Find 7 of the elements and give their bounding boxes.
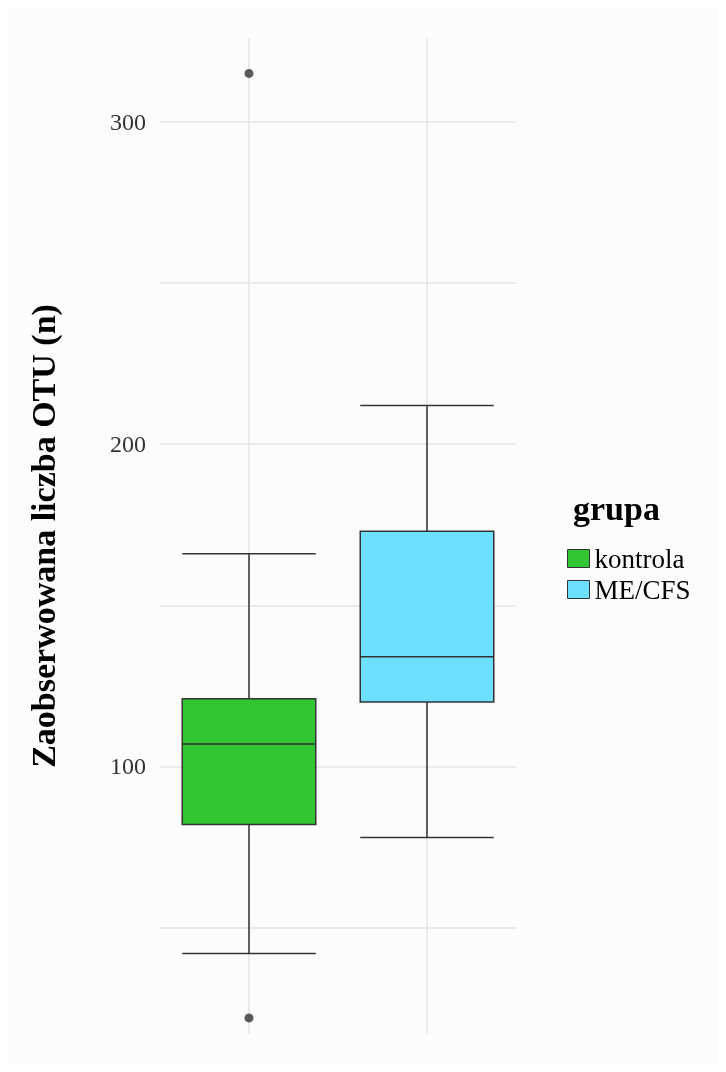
legend-label: ME/CFS: [594, 574, 691, 605]
y-axis-title: Zaobserwowana liczba OTU (n): [24, 304, 63, 768]
legend-label: kontrola: [594, 543, 685, 574]
y-tick-label: 300: [110, 108, 146, 135]
y-tick-label: 100: [110, 753, 146, 780]
y-tick-label: 200: [110, 431, 146, 458]
legend-title: grupa: [573, 489, 660, 527]
